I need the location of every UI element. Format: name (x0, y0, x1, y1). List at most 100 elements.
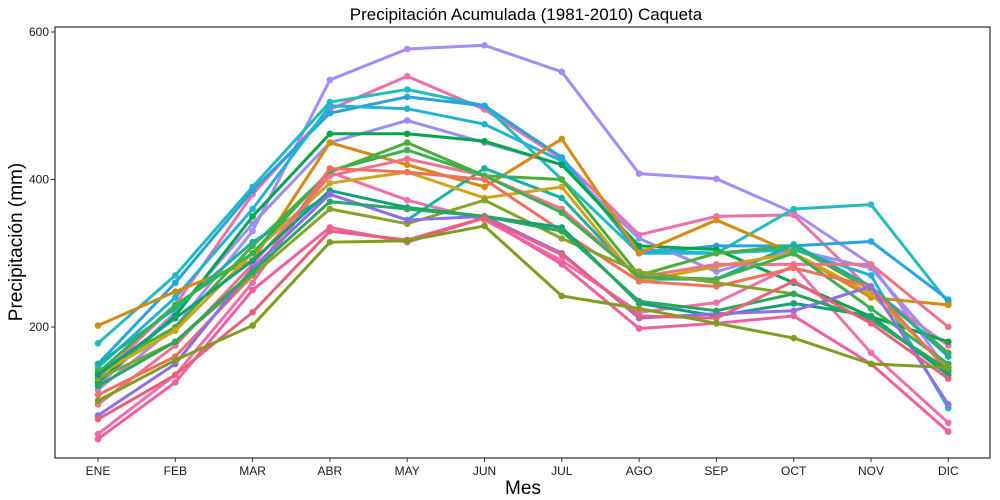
data-point (326, 238, 334, 246)
series-layer (94, 41, 952, 443)
series-line (96, 216, 950, 441)
data-point (326, 139, 334, 146)
x-tick-label: FEB (164, 464, 187, 478)
data-point (945, 364, 952, 371)
data-point (403, 168, 411, 176)
data-point (790, 312, 797, 320)
data-point (403, 139, 411, 146)
x-axis: ENE FEB MAR ABR MAY JUN JUL AGO SEP OCT NOV DIC (86, 458, 959, 478)
data-point (790, 241, 797, 248)
data-point (172, 294, 179, 301)
x-tick-label: OCT (781, 464, 807, 478)
data-point (326, 227, 334, 235)
data-point (635, 249, 643, 257)
data-point (945, 353, 952, 360)
x-axis-title: Mes (505, 478, 541, 499)
data-point (403, 86, 411, 93)
series-line (96, 216, 950, 421)
data-point (558, 261, 566, 268)
x-tick-label: DIC (938, 464, 959, 478)
data-point (558, 292, 566, 300)
data-point (713, 279, 720, 287)
data-point (790, 205, 797, 213)
series-line (96, 166, 950, 397)
data-point (867, 290, 875, 298)
data-point (945, 419, 952, 427)
data-point (403, 117, 411, 124)
data-point (945, 296, 952, 304)
data-point (713, 216, 720, 224)
data-point (558, 209, 566, 216)
data-point (172, 356, 179, 364)
x-tick-label: MAR (239, 464, 266, 478)
data-point (790, 211, 797, 219)
data-point (713, 249, 720, 257)
data-point (713, 307, 720, 315)
data-point (867, 261, 875, 268)
data-point (481, 183, 488, 191)
data-point (326, 102, 334, 110)
data-point (403, 237, 411, 245)
data-point (635, 297, 643, 305)
x-tick-label: NOV (858, 464, 884, 478)
data-point (558, 135, 566, 143)
data-point (481, 196, 488, 204)
data-point (713, 268, 720, 275)
data-point (867, 283, 875, 290)
data-point (94, 322, 102, 329)
data-point (249, 213, 256, 220)
data-point (558, 161, 566, 169)
data-point (172, 288, 179, 295)
x-tick-label: ENE (86, 464, 111, 478)
data-point (481, 176, 488, 183)
data-point (790, 334, 797, 342)
data-point (867, 238, 875, 245)
data-point (558, 194, 566, 202)
y-axis: 200 400 600 (29, 25, 55, 334)
data-point (867, 360, 875, 368)
data-point (790, 249, 797, 257)
data-point (94, 371, 102, 379)
data-point (172, 279, 179, 287)
data-point (249, 249, 256, 257)
data-point (558, 235, 566, 242)
data-point (945, 401, 952, 408)
data-point (790, 290, 797, 298)
data-point (403, 130, 411, 138)
data-point (403, 155, 411, 163)
data-point (945, 375, 952, 382)
data-point (326, 190, 334, 198)
data-point (713, 299, 720, 306)
data-point (326, 179, 334, 187)
y-tick-label: 200 (29, 320, 49, 334)
data-point (867, 201, 875, 208)
data-point (249, 238, 256, 246)
data-point (403, 196, 411, 204)
data-point (94, 397, 102, 405)
data-point (249, 268, 256, 275)
y-axis-title: Precipitación (mm) (6, 163, 27, 321)
x-tick-label: AGO (626, 464, 653, 478)
data-point (249, 257, 256, 264)
data-point (249, 187, 256, 194)
data-point (403, 216, 411, 224)
data-point (94, 360, 102, 368)
data-point (635, 312, 643, 320)
data-point (326, 109, 334, 117)
data-point (326, 130, 334, 138)
data-point (403, 93, 411, 101)
data-point (249, 308, 256, 316)
data-point (403, 161, 411, 169)
data-point (635, 277, 643, 285)
series-line (96, 166, 950, 366)
data-point (481, 137, 488, 145)
data-point (94, 435, 102, 443)
data-point (867, 349, 875, 357)
x-tick-label: JUL (551, 464, 573, 478)
data-point (558, 68, 566, 76)
data-point (403, 45, 411, 53)
series-line (96, 200, 950, 388)
series-22 (94, 222, 952, 405)
data-point (94, 339, 102, 347)
